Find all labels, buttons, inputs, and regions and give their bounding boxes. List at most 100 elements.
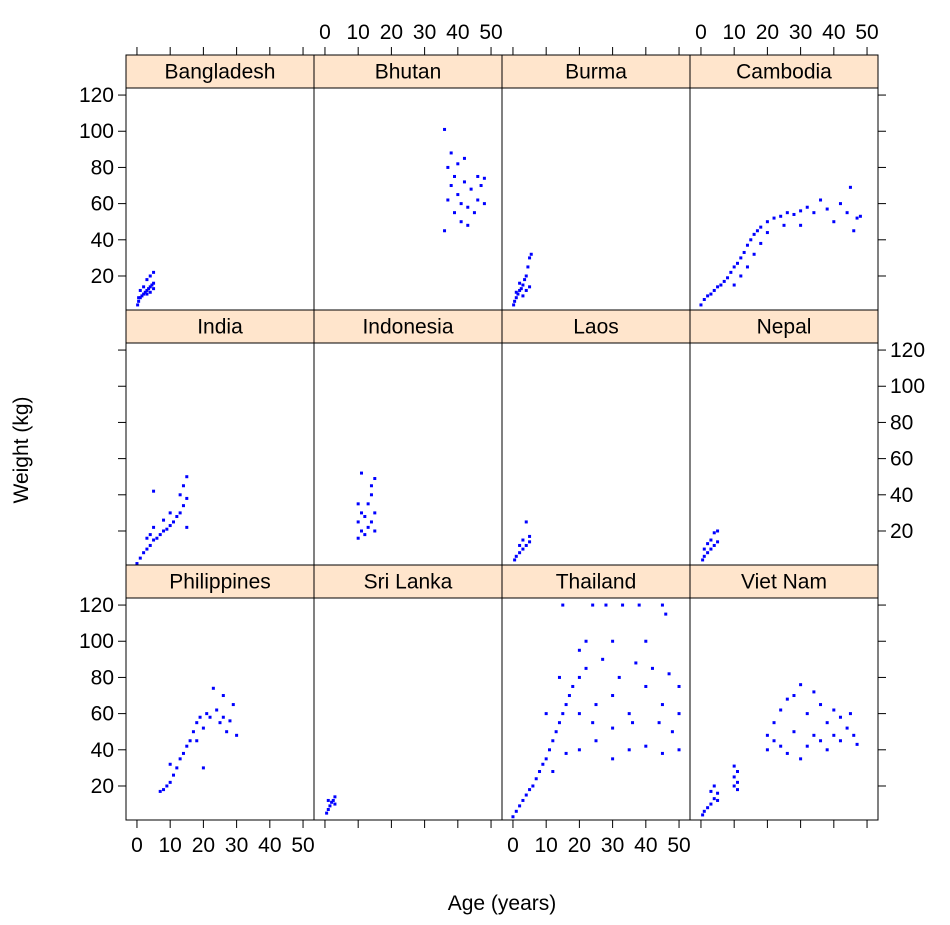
- point: [359, 511, 363, 515]
- point: [557, 721, 561, 725]
- strip: [501, 309, 691, 344]
- point: [143, 290, 147, 294]
- point: [514, 809, 518, 813]
- point: [765, 733, 769, 737]
- point: [178, 511, 182, 515]
- point: [594, 703, 598, 707]
- point: [326, 808, 330, 812]
- point: [564, 703, 568, 707]
- point: [719, 283, 723, 287]
- strip-label: India: [197, 316, 243, 339]
- point: [453, 174, 457, 178]
- point: [366, 525, 370, 529]
- point: [521, 538, 525, 542]
- point: [557, 675, 561, 679]
- point: [739, 256, 743, 260]
- point: [356, 520, 360, 524]
- point: [218, 721, 222, 725]
- point: [472, 211, 476, 215]
- point: [538, 770, 542, 774]
- point: [363, 515, 367, 519]
- point: [785, 751, 789, 755]
- point: [476, 174, 480, 178]
- point: [601, 657, 605, 661]
- point: [838, 739, 842, 743]
- x-tick-label: 20: [568, 834, 591, 857]
- panel: [125, 597, 315, 821]
- point: [201, 766, 205, 770]
- point: [359, 471, 363, 475]
- strip: [689, 309, 879, 344]
- point: [706, 806, 710, 810]
- point: [732, 784, 736, 788]
- point: [185, 744, 189, 748]
- point: [702, 298, 706, 302]
- point: [369, 493, 373, 497]
- point: [848, 712, 852, 716]
- strip: [689, 54, 879, 89]
- point: [577, 712, 581, 716]
- point: [138, 288, 142, 292]
- point: [544, 757, 548, 761]
- x-tick-label: 50: [855, 21, 878, 44]
- point: [858, 214, 862, 218]
- point: [521, 283, 525, 287]
- point: [138, 556, 142, 560]
- point: [722, 279, 726, 283]
- point: [449, 151, 453, 155]
- point: [709, 547, 713, 551]
- point: [195, 721, 199, 725]
- point: [792, 730, 796, 734]
- panel: [313, 87, 503, 311]
- point: [534, 777, 538, 781]
- point: [825, 721, 829, 725]
- point: [446, 165, 450, 169]
- point: [584, 639, 588, 643]
- strip-label: Cambodia: [736, 61, 832, 84]
- point: [551, 739, 555, 743]
- point: [152, 525, 156, 529]
- point: [453, 211, 457, 215]
- point: [634, 661, 638, 665]
- point: [577, 648, 581, 652]
- point: [188, 739, 192, 743]
- point: [782, 223, 786, 227]
- point: [231, 703, 235, 707]
- point: [152, 281, 156, 285]
- point: [716, 540, 720, 544]
- x-tick-label: 0: [131, 834, 143, 857]
- y-tick-label: 80: [890, 411, 913, 434]
- point: [838, 715, 842, 719]
- point: [712, 288, 716, 292]
- x-tick-label: 10: [158, 834, 181, 857]
- point: [644, 744, 648, 748]
- y-tick-label: 100: [79, 630, 114, 653]
- point: [732, 764, 736, 768]
- point: [819, 739, 823, 743]
- point: [181, 484, 185, 488]
- point: [765, 220, 769, 224]
- point: [735, 780, 739, 784]
- point: [765, 748, 769, 752]
- point: [145, 288, 149, 292]
- point: [511, 815, 515, 819]
- y-tick-label: 20: [91, 265, 114, 288]
- point: [745, 243, 749, 247]
- point: [208, 715, 212, 719]
- y-tick-label: 40: [890, 484, 913, 507]
- point: [456, 193, 460, 197]
- point: [712, 531, 716, 535]
- strip-label: Burma: [565, 61, 627, 84]
- point: [519, 287, 523, 291]
- point: [168, 524, 172, 528]
- point: [529, 252, 533, 256]
- x-tick-label: 0: [319, 21, 331, 44]
- point: [524, 288, 528, 292]
- y-tick-label: 120: [890, 339, 925, 362]
- point: [577, 748, 581, 752]
- point: [735, 261, 739, 265]
- point: [825, 207, 829, 211]
- point: [677, 748, 681, 752]
- point: [779, 744, 783, 748]
- point: [799, 683, 803, 687]
